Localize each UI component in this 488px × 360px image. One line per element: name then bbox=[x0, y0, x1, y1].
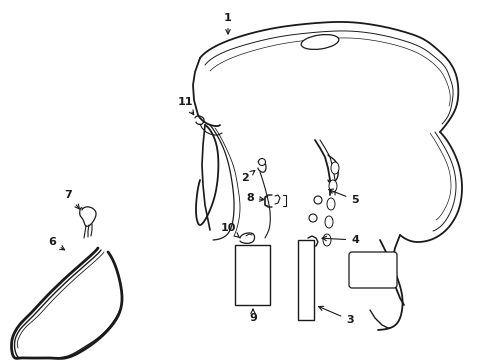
Text: 4: 4 bbox=[322, 235, 358, 245]
Ellipse shape bbox=[328, 180, 336, 192]
Ellipse shape bbox=[325, 216, 332, 228]
Bar bbox=[297, 240, 313, 320]
Bar bbox=[235, 245, 269, 305]
Text: 5: 5 bbox=[328, 189, 358, 205]
Text: 9: 9 bbox=[248, 309, 256, 323]
Text: 1: 1 bbox=[224, 13, 231, 34]
Ellipse shape bbox=[308, 214, 316, 222]
Ellipse shape bbox=[313, 196, 321, 204]
Text: 8: 8 bbox=[245, 193, 264, 203]
Ellipse shape bbox=[301, 35, 338, 49]
Ellipse shape bbox=[330, 162, 338, 174]
Text: 2: 2 bbox=[241, 170, 254, 183]
Ellipse shape bbox=[258, 158, 265, 166]
Text: 6: 6 bbox=[48, 237, 64, 250]
Ellipse shape bbox=[323, 234, 330, 246]
Text: 10: 10 bbox=[220, 223, 239, 238]
Text: 11: 11 bbox=[177, 97, 193, 115]
FancyBboxPatch shape bbox=[348, 252, 396, 288]
Text: 7: 7 bbox=[64, 190, 79, 209]
Ellipse shape bbox=[326, 198, 334, 210]
Text: 3: 3 bbox=[318, 306, 353, 325]
